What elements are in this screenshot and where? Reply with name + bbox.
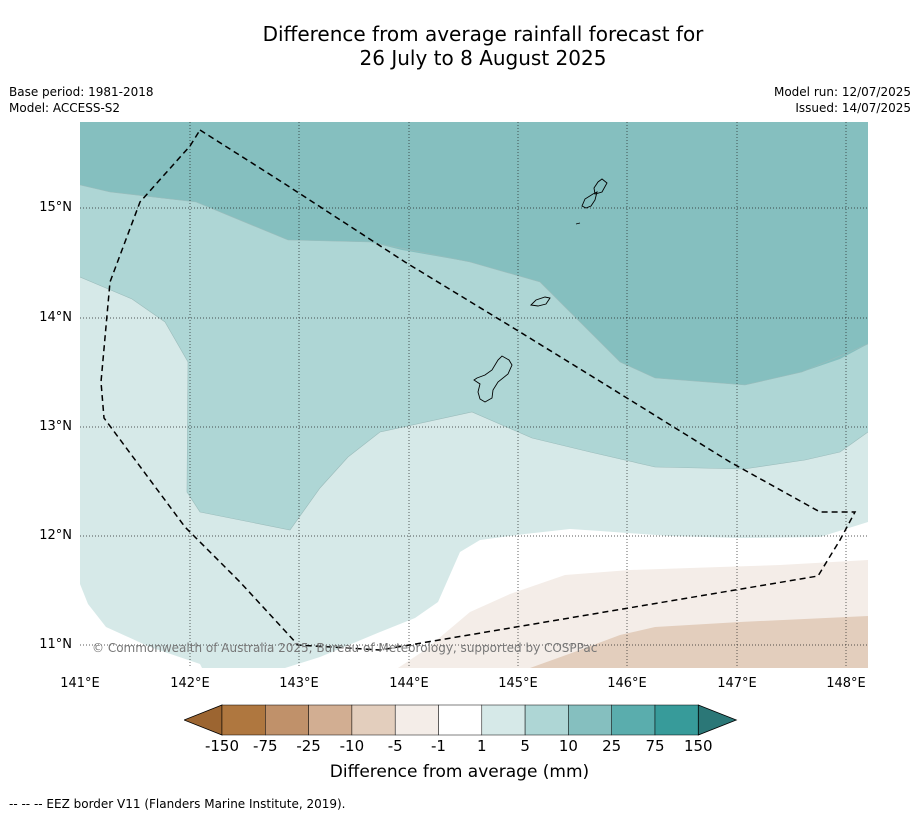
colorbar-cell: [265, 704, 309, 736]
colorbar-tick-label: -25: [296, 737, 321, 755]
colorbar-cell: [221, 704, 266, 736]
island-tinian-north: [581, 191, 598, 209]
contour-lines: [80, 184, 868, 531]
colorbar-tick-label: -150: [204, 737, 240, 755]
title-line-1: Difference from average rainfall forecas…: [262, 22, 704, 46]
colorbar-cell: [308, 704, 353, 736]
colorbar-tick-label: 10: [558, 737, 578, 755]
lat-label-11n: 11°N: [39, 637, 72, 652]
copyright-notice: © Commonwealth of Australia 2025, Bureau…: [92, 641, 598, 655]
zone-minus-5-10: [530, 616, 868, 668]
colorbar-tick-label: 5: [520, 737, 530, 755]
colorbar-tick-label: -1: [431, 737, 446, 755]
lon-label-146e: 146°E: [607, 676, 647, 691]
colorbar-label: Difference from average (mm): [329, 762, 590, 782]
colorbar-cell: [568, 704, 612, 736]
lon-label-143e: 143°E: [279, 676, 319, 691]
island-rota: [530, 296, 551, 307]
model-name: Model: ACCESS-S2: [9, 101, 121, 115]
colorbar-cell: [438, 704, 483, 736]
base-period: Base period: 1981-2018: [9, 85, 154, 99]
lat-label-15n: 15°N: [39, 200, 72, 215]
colorbar: [184, 704, 738, 736]
colorbar-cell: [351, 704, 396, 736]
lon-label-145e: 145°E: [498, 676, 538, 691]
lat-label-14n: 14°N: [39, 310, 72, 325]
colorbar-tick-label: 25: [602, 737, 622, 755]
eez-border: [100, 128, 857, 651]
island-aguijan: [575, 222, 581, 225]
title-line-2: 26 July to 8 August 2025: [359, 46, 607, 70]
zone-10-25: [80, 122, 868, 385]
issued-date: Issued: 14/07/2025: [795, 101, 911, 115]
colorbar-tick-label: -10: [339, 737, 365, 755]
meta-right: Model run: 12/07/2025 Issued: 14/07/2025: [774, 84, 911, 116]
model-run: Model run: 12/07/2025: [773, 85, 911, 99]
colorbar-tick-label: 150: [683, 737, 713, 755]
colorbar-cells: [184, 704, 738, 736]
islands: [473, 178, 608, 403]
lon-label-148e: 148°E: [826, 676, 866, 691]
colorbar-tick-label: 1: [477, 737, 487, 755]
colorbar-extend-high: [697, 704, 738, 736]
lon-label-141e: 141°E: [60, 676, 100, 691]
colorbar-cell: [394, 704, 439, 736]
lat-label-12n: 12°N: [39, 528, 72, 543]
colorbar-tick-label: 75: [645, 737, 665, 755]
island-guam: [473, 355, 513, 403]
meta-left: Base period: 1981-2018 Model: ACCESS-S2: [9, 84, 154, 116]
island-saipan: [593, 178, 608, 195]
eez-legend-note: -- -- -- EEZ border V11 (Flanders Marine…: [9, 797, 346, 811]
colorbar-cell: [481, 704, 526, 736]
map-svg: [80, 122, 868, 668]
gridlines: [80, 122, 868, 668]
colorbar-cell: [524, 704, 569, 736]
lon-label-142e: 142°E: [170, 676, 210, 691]
lat-label-13n: 13°N: [39, 419, 72, 434]
colorbar-tick-label: -5: [387, 737, 403, 755]
rainfall-map: [80, 122, 868, 668]
colorbar-tick-label: -75: [253, 737, 278, 755]
lon-label-144e: 144°E: [389, 676, 429, 691]
colorbar-cell: [611, 704, 656, 736]
map-title: Difference from average rainfall forecas…: [0, 22, 919, 70]
colorbar-extend-low: [184, 704, 223, 736]
colorbar-cell: [654, 704, 699, 736]
lon-label-147e: 147°E: [717, 676, 757, 691]
